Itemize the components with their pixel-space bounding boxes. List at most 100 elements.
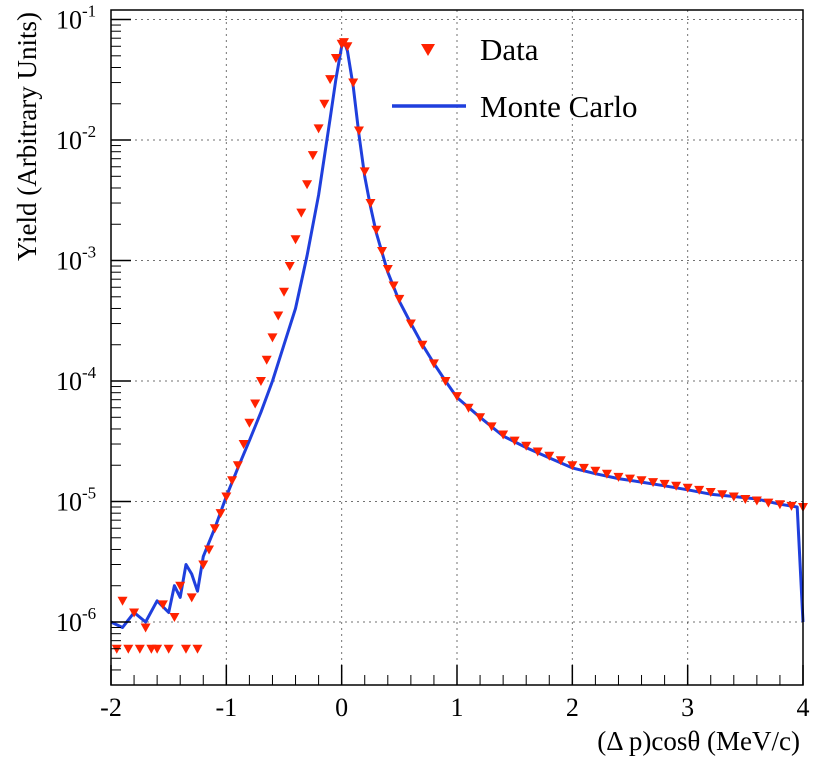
y-tick-label: 10-1 bbox=[56, 2, 96, 35]
data-point bbox=[186, 593, 197, 603]
data-point bbox=[486, 422, 497, 432]
data-point bbox=[296, 208, 307, 218]
x-tick-label: 3 bbox=[681, 693, 694, 722]
x-tick-label: 0 bbox=[335, 693, 348, 722]
data-point bbox=[705, 487, 716, 497]
data-point bbox=[175, 581, 186, 591]
x-tick-label: 2 bbox=[566, 693, 579, 722]
data-point bbox=[717, 490, 728, 500]
data-point bbox=[694, 485, 705, 495]
data-point bbox=[140, 623, 151, 633]
y-tick-label: 10-6 bbox=[56, 604, 96, 637]
data-point bbox=[353, 126, 364, 136]
data-point bbox=[255, 377, 266, 387]
data-point bbox=[250, 399, 261, 409]
data-point bbox=[284, 262, 295, 272]
data-point bbox=[267, 333, 278, 343]
data-point bbox=[163, 644, 174, 654]
data-point bbox=[330, 53, 341, 63]
data-point bbox=[417, 340, 428, 350]
axis-ticks bbox=[110, 18, 804, 686]
data-point bbox=[659, 479, 670, 489]
data-point bbox=[215, 509, 226, 519]
data-point bbox=[209, 524, 220, 534]
data-point bbox=[786, 501, 797, 511]
data-point bbox=[359, 167, 370, 177]
data-point bbox=[123, 644, 134, 654]
data-point bbox=[348, 78, 359, 88]
data-point bbox=[452, 392, 462, 402]
data-point bbox=[221, 492, 232, 502]
data-series bbox=[111, 38, 808, 654]
data-point bbox=[774, 500, 785, 510]
data-point bbox=[152, 644, 163, 654]
data-point bbox=[763, 498, 774, 508]
grid bbox=[111, 10, 803, 685]
x-axis-title: (Δ p)cosθ (MeV/c) bbox=[597, 726, 800, 756]
data-point bbox=[625, 474, 635, 484]
data-point bbox=[244, 418, 255, 428]
x-tick-label: -1 bbox=[215, 693, 237, 722]
data-point bbox=[169, 613, 180, 623]
data-point bbox=[117, 596, 128, 606]
data-point bbox=[377, 246, 388, 256]
data-point bbox=[532, 447, 543, 457]
data-point bbox=[261, 355, 272, 365]
data-point bbox=[648, 478, 659, 488]
legend-monte-carlo-label: Monte Carlo bbox=[480, 89, 638, 124]
data-point bbox=[273, 311, 284, 321]
data-point bbox=[307, 151, 318, 161]
data-point bbox=[405, 319, 416, 329]
data-point bbox=[590, 466, 601, 476]
x-tick-labels: -2 -1 0 1 2 3 4 bbox=[100, 693, 809, 722]
data-point bbox=[365, 199, 376, 209]
data-point bbox=[440, 377, 451, 387]
data-point bbox=[428, 359, 439, 369]
data-point bbox=[382, 265, 393, 275]
data-point bbox=[671, 481, 682, 491]
data-point bbox=[232, 461, 243, 471]
data-point bbox=[313, 124, 324, 134]
data-point bbox=[555, 456, 566, 466]
data-point bbox=[682, 483, 693, 493]
data-point bbox=[290, 235, 301, 245]
data-point bbox=[394, 294, 405, 304]
data-point bbox=[578, 463, 589, 473]
data-point bbox=[636, 476, 647, 486]
data-point bbox=[129, 608, 140, 618]
data-point bbox=[227, 476, 238, 486]
data-point bbox=[509, 436, 520, 446]
data-point bbox=[521, 441, 532, 451]
data-point bbox=[371, 225, 382, 235]
data-point bbox=[192, 644, 203, 654]
data-point bbox=[613, 472, 624, 482]
y-tick-label: 10-5 bbox=[56, 484, 96, 517]
x-tick-label: 4 bbox=[797, 693, 810, 722]
data-point bbox=[279, 287, 289, 297]
data-point bbox=[302, 180, 313, 190]
data-point bbox=[180, 644, 191, 654]
legend-data-marker bbox=[421, 44, 435, 56]
data-point bbox=[157, 600, 168, 610]
data-point bbox=[498, 430, 509, 440]
data-point bbox=[238, 440, 249, 450]
legend: Data Monte Carlo bbox=[392, 32, 638, 124]
x-tick-label: -2 bbox=[100, 693, 122, 722]
data-point bbox=[544, 451, 555, 461]
data-point bbox=[475, 413, 486, 423]
y-tick-label: 10-2 bbox=[56, 122, 96, 155]
data-point bbox=[567, 461, 578, 471]
y-tick-labels: 10-1 10-2 10-3 10-4 10-5 10-6 bbox=[56, 2, 97, 637]
data-point bbox=[751, 496, 762, 506]
data-point bbox=[388, 281, 399, 291]
data-point bbox=[319, 99, 330, 109]
y-tick-label: 10-3 bbox=[56, 243, 96, 276]
y-tick-label: 10-4 bbox=[56, 363, 97, 396]
data-point bbox=[728, 492, 739, 502]
data-point bbox=[198, 560, 209, 570]
legend-data-label: Data bbox=[480, 32, 539, 67]
data-point bbox=[134, 644, 145, 654]
y-axis-title: Yield (Arbitrary Units) bbox=[12, 12, 42, 261]
data-point bbox=[342, 42, 353, 52]
